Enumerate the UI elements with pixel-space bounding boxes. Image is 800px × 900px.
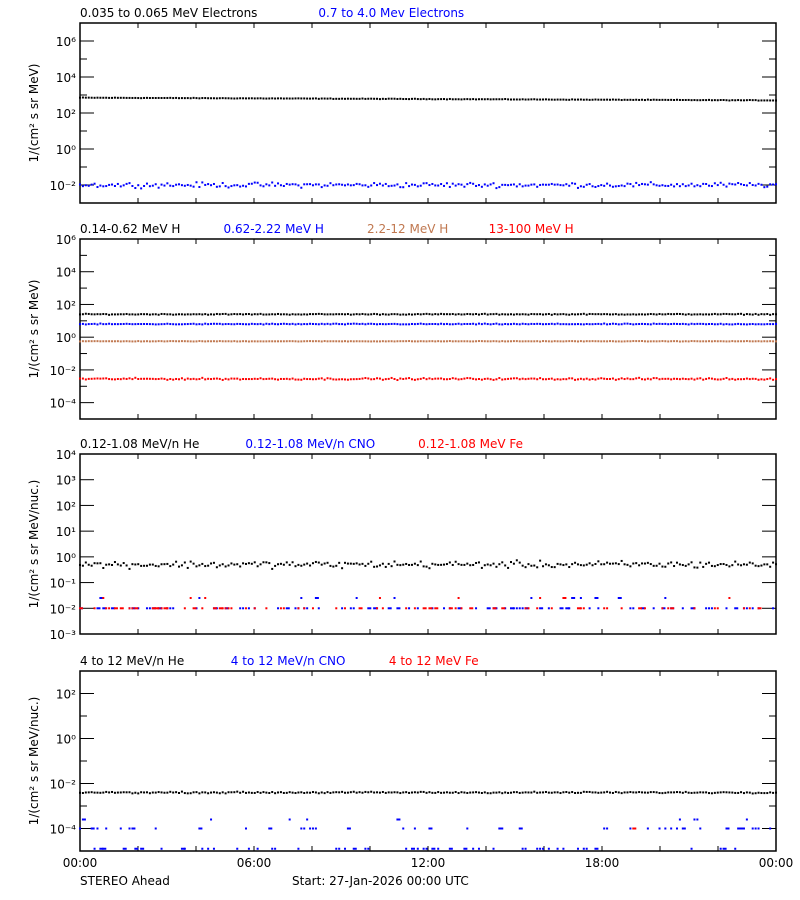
series-1-1 — [79, 181, 777, 190]
spacecraft-label: STEREO Ahead — [80, 874, 170, 888]
panel-3: 0.12-1.08 MeV/n He 0.12-1.08 MeV/n CNO 0.1… — [27, 437, 777, 642]
plot-frame — [79, 670, 777, 852]
legend-4-2: 4 to 12 MeV Fe — [389, 654, 479, 668]
y-tick-label: 10⁴ — [56, 71, 76, 85]
y-tick-label: 10³ — [56, 474, 76, 488]
series-2-1 — [79, 322, 777, 326]
y-tick-label: 10² — [56, 107, 76, 121]
x-tick-label: 12:00 — [411, 856, 446, 870]
legend-2-0: 0.14-0.62 MeV H — [80, 222, 180, 236]
y-tick-label: 10⁻² — [50, 778, 77, 792]
series-1-0 — [79, 96, 777, 102]
legend-1-0: 0.035 to 0.065 MeV Electrons — [80, 6, 257, 20]
legend-1-1: 0.7 to 4.0 Mev Electrons — [318, 6, 464, 20]
x-tick-label: 18:00 — [585, 856, 620, 870]
panel-1: 0.035 to 0.065 MeV Electrons 0.7 to 4.0 M… — [27, 6, 777, 204]
series-2-3 — [79, 376, 777, 382]
panel-4: 4 to 12 MeV/n He 4 to 12 MeV/n CNO 4 to 12… — [27, 654, 777, 852]
y-tick-label: 10⁻² — [50, 364, 77, 378]
plot-frame — [79, 22, 777, 204]
y-tick-label: 10⁶ — [56, 233, 76, 247]
series-3-0 — [79, 559, 777, 570]
plot-frame — [79, 238, 777, 420]
legend-3-0: 0.12-1.08 MeV/n He — [80, 437, 199, 451]
legend-4-1: 4 to 12 MeV/n CNO — [231, 654, 346, 668]
series-4-2 — [632, 827, 637, 830]
y-tick-label: 10⁻³ — [50, 628, 77, 642]
start-time-label: Start: 27-Jan-2026 00:00 UTC — [292, 874, 469, 888]
legend-3-2: 0.12-1.08 MeV Fe — [418, 437, 523, 451]
y-tick-label: 10⁻² — [50, 602, 77, 616]
legend-2-1: 0.62-2.22 MeV H — [224, 222, 324, 236]
y-tick-label: 10⁰ — [56, 143, 76, 157]
legend-2-3: 13-100 MeV H — [489, 222, 574, 236]
y-tick-label: 10⁻² — [50, 179, 77, 193]
legend-3-1: 0.12-1.08 MeV/n CNO — [245, 437, 375, 451]
series-4-0 — [79, 790, 777, 795]
y-tick-label: 10⁴ — [56, 266, 76, 280]
y-tick-label: 10⁴ — [56, 448, 76, 462]
y-axis-label: 1/(cm² s sr MeV/nuc.) — [27, 697, 41, 826]
y-tick-label: 10⁶ — [56, 35, 76, 49]
y-tick-label: 10² — [56, 499, 76, 513]
legend-2-2: 2.2-12 MeV H — [367, 222, 448, 236]
x-tick-label: 00:00 — [759, 856, 794, 870]
y-tick-label: 10² — [56, 298, 76, 312]
legend-4-0: 4 to 12 MeV/n He — [80, 654, 184, 668]
y-axis-label: 1/(cm² s sr MeV) — [27, 64, 41, 163]
y-tick-label: 10¹ — [56, 525, 76, 539]
series-2-0 — [79, 312, 777, 316]
y-tick-label: 10⁰ — [56, 733, 76, 747]
panel-2: 0.14-0.62 MeV H 0.62-2.22 MeV H 2.2-12 MeV… — [27, 222, 777, 420]
y-tick-label: 10⁰ — [56, 551, 76, 565]
y-tick-label: 10² — [56, 688, 76, 702]
plot-frame — [79, 453, 777, 635]
series-2-2 — [79, 340, 777, 343]
x-tick-label: 00:00 — [63, 856, 98, 870]
y-axis-label: 1/(cm² s sr MeV) — [27, 280, 41, 379]
y-tick-label: 10⁻⁴ — [50, 823, 77, 837]
series-3-2 — [79, 597, 762, 610]
series-4-1 — [79, 818, 772, 850]
x-tick-label: 06:00 — [237, 856, 272, 870]
y-tick-label: 10⁰ — [56, 331, 76, 345]
y-axis-label: 1/(cm² s sr MeV/nuc.) — [27, 480, 41, 609]
y-tick-label: 10⁻⁴ — [50, 397, 77, 411]
y-tick-label: 10⁻¹ — [50, 577, 77, 591]
